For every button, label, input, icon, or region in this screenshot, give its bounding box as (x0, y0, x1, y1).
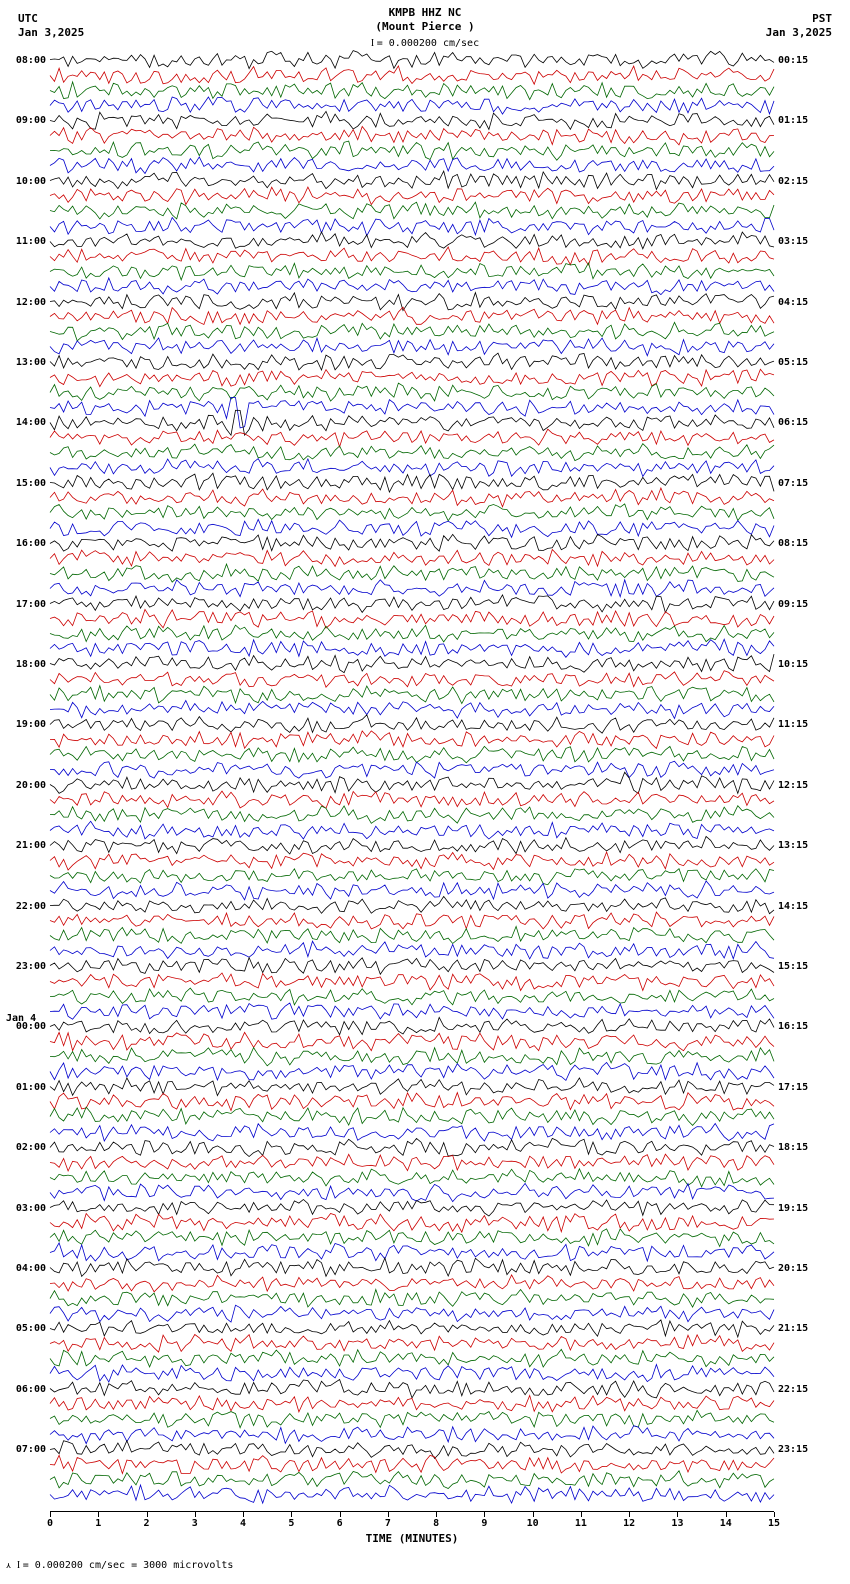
pst-time-label: 10:15 (778, 659, 822, 670)
utc-time-label: 10:00 (2, 176, 46, 187)
x-tick-label: 10 (523, 1518, 543, 1529)
scale-footer: ⋏ I = 0.000200 cm/sec = 3000 microvolts (6, 1560, 233, 1571)
x-tick-label: 2 (137, 1518, 157, 1529)
pst-time-label: 15:15 (778, 961, 822, 972)
x-tick-label: 8 (426, 1518, 446, 1529)
utc-time-label: 12:00 (2, 297, 46, 308)
x-tick-mark (726, 1512, 727, 1517)
pst-time-label: 00:15 (778, 55, 822, 66)
x-tick-label: 1 (88, 1518, 108, 1529)
utc-time-label: 05:00 (2, 1323, 46, 1334)
pst-time-label: 20:15 (778, 1263, 822, 1274)
x-tick-label: 14 (716, 1518, 736, 1529)
x-tick-mark (98, 1512, 99, 1517)
utc-time-label: 23:00 (2, 961, 46, 972)
x-tick-label: 9 (474, 1518, 494, 1529)
x-tick-mark (629, 1512, 630, 1517)
date-change-label: Jan 4 (6, 1013, 36, 1024)
x-tick-label: 0 (40, 1518, 60, 1529)
x-tick-mark (340, 1512, 341, 1517)
pst-time-label: 03:15 (778, 236, 822, 247)
scale-indicator-top: I = 0.000200 cm/sec (371, 38, 479, 49)
x-tick-mark (533, 1512, 534, 1517)
pst-time-label: 16:15 (778, 1021, 822, 1032)
station-location: (Mount Pierce ) (375, 20, 474, 33)
utc-time-label: 14:00 (2, 417, 46, 428)
utc-time-label: 02:00 (2, 1142, 46, 1153)
utc-time-label: 11:00 (2, 236, 46, 247)
utc-time-label: 01:00 (2, 1082, 46, 1093)
x-tick-label: 12 (619, 1518, 639, 1529)
pst-time-label: 04:15 (778, 297, 822, 308)
utc-time-label: 03:00 (2, 1203, 46, 1214)
pst-time-label: 09:15 (778, 599, 822, 610)
x-tick-mark (774, 1512, 775, 1517)
x-tick-mark (677, 1512, 678, 1517)
x-axis-line (50, 1511, 774, 1512)
x-tick-mark (243, 1512, 244, 1517)
utc-time-label: 07:00 (2, 1444, 46, 1455)
pst-time-label: 17:15 (778, 1082, 822, 1093)
utc-time-label: 22:00 (2, 901, 46, 912)
pst-time-label: 12:15 (778, 780, 822, 791)
utc-tz-label: UTC (18, 12, 38, 25)
utc-time-label: 09:00 (2, 115, 46, 126)
x-tick-mark (436, 1512, 437, 1517)
pst-time-label: 06:15 (778, 417, 822, 428)
utc-time-label: 06:00 (2, 1384, 46, 1395)
utc-date: Jan 3,2025 (18, 26, 84, 39)
pst-time-label: 11:15 (778, 719, 822, 730)
trace-row (50, 1487, 774, 1517)
utc-time-label: 04:00 (2, 1263, 46, 1274)
pst-time-label: 14:15 (778, 901, 822, 912)
x-tick-label: 3 (185, 1518, 205, 1529)
x-tick-mark (50, 1512, 51, 1517)
pst-time-label: 22:15 (778, 1384, 822, 1395)
x-tick-mark (581, 1512, 582, 1517)
station-code: KMPB HHZ NC (389, 6, 462, 19)
x-tick-label: 4 (233, 1518, 253, 1529)
utc-time-label: 21:00 (2, 840, 46, 851)
x-tick-mark (291, 1512, 292, 1517)
helicorder-container: UTC Jan 3,2025 PST Jan 3,2025 KMPB HHZ N… (0, 0, 850, 1584)
x-axis-title: TIME (MINUTES) (366, 1532, 459, 1545)
x-tick-label: 15 (764, 1518, 784, 1529)
pst-time-label: 01:15 (778, 115, 822, 126)
pst-time-label: 23:15 (778, 1444, 822, 1455)
x-tick-label: 6 (330, 1518, 350, 1529)
utc-time-label: 15:00 (2, 478, 46, 489)
utc-time-label: 20:00 (2, 780, 46, 791)
pst-time-label: 13:15 (778, 840, 822, 851)
x-tick-label: 11 (571, 1518, 591, 1529)
x-tick-mark (147, 1512, 148, 1517)
x-tick-label: 13 (667, 1518, 687, 1529)
utc-time-label: 08:00 (2, 55, 46, 66)
pst-time-label: 21:15 (778, 1323, 822, 1334)
helicorder-plot (50, 60, 774, 1512)
pst-date: Jan 3,2025 (766, 26, 832, 39)
x-tick-label: 7 (378, 1518, 398, 1529)
x-tick-mark (484, 1512, 485, 1517)
utc-time-label: 19:00 (2, 719, 46, 730)
pst-time-label: 18:15 (778, 1142, 822, 1153)
pst-time-label: 08:15 (778, 538, 822, 549)
utc-time-label: 13:00 (2, 357, 46, 368)
pst-tz-label: PST (812, 12, 832, 25)
pst-time-label: 05:15 (778, 357, 822, 368)
x-tick-label: 5 (281, 1518, 301, 1529)
x-tick-mark (195, 1512, 196, 1517)
pst-time-label: 02:15 (778, 176, 822, 187)
utc-time-label: 17:00 (2, 599, 46, 610)
utc-time-label: 16:00 (2, 538, 46, 549)
utc-time-label: 18:00 (2, 659, 46, 670)
pst-time-label: 07:15 (778, 478, 822, 489)
pst-time-label: 19:15 (778, 1203, 822, 1214)
x-tick-mark (388, 1512, 389, 1517)
